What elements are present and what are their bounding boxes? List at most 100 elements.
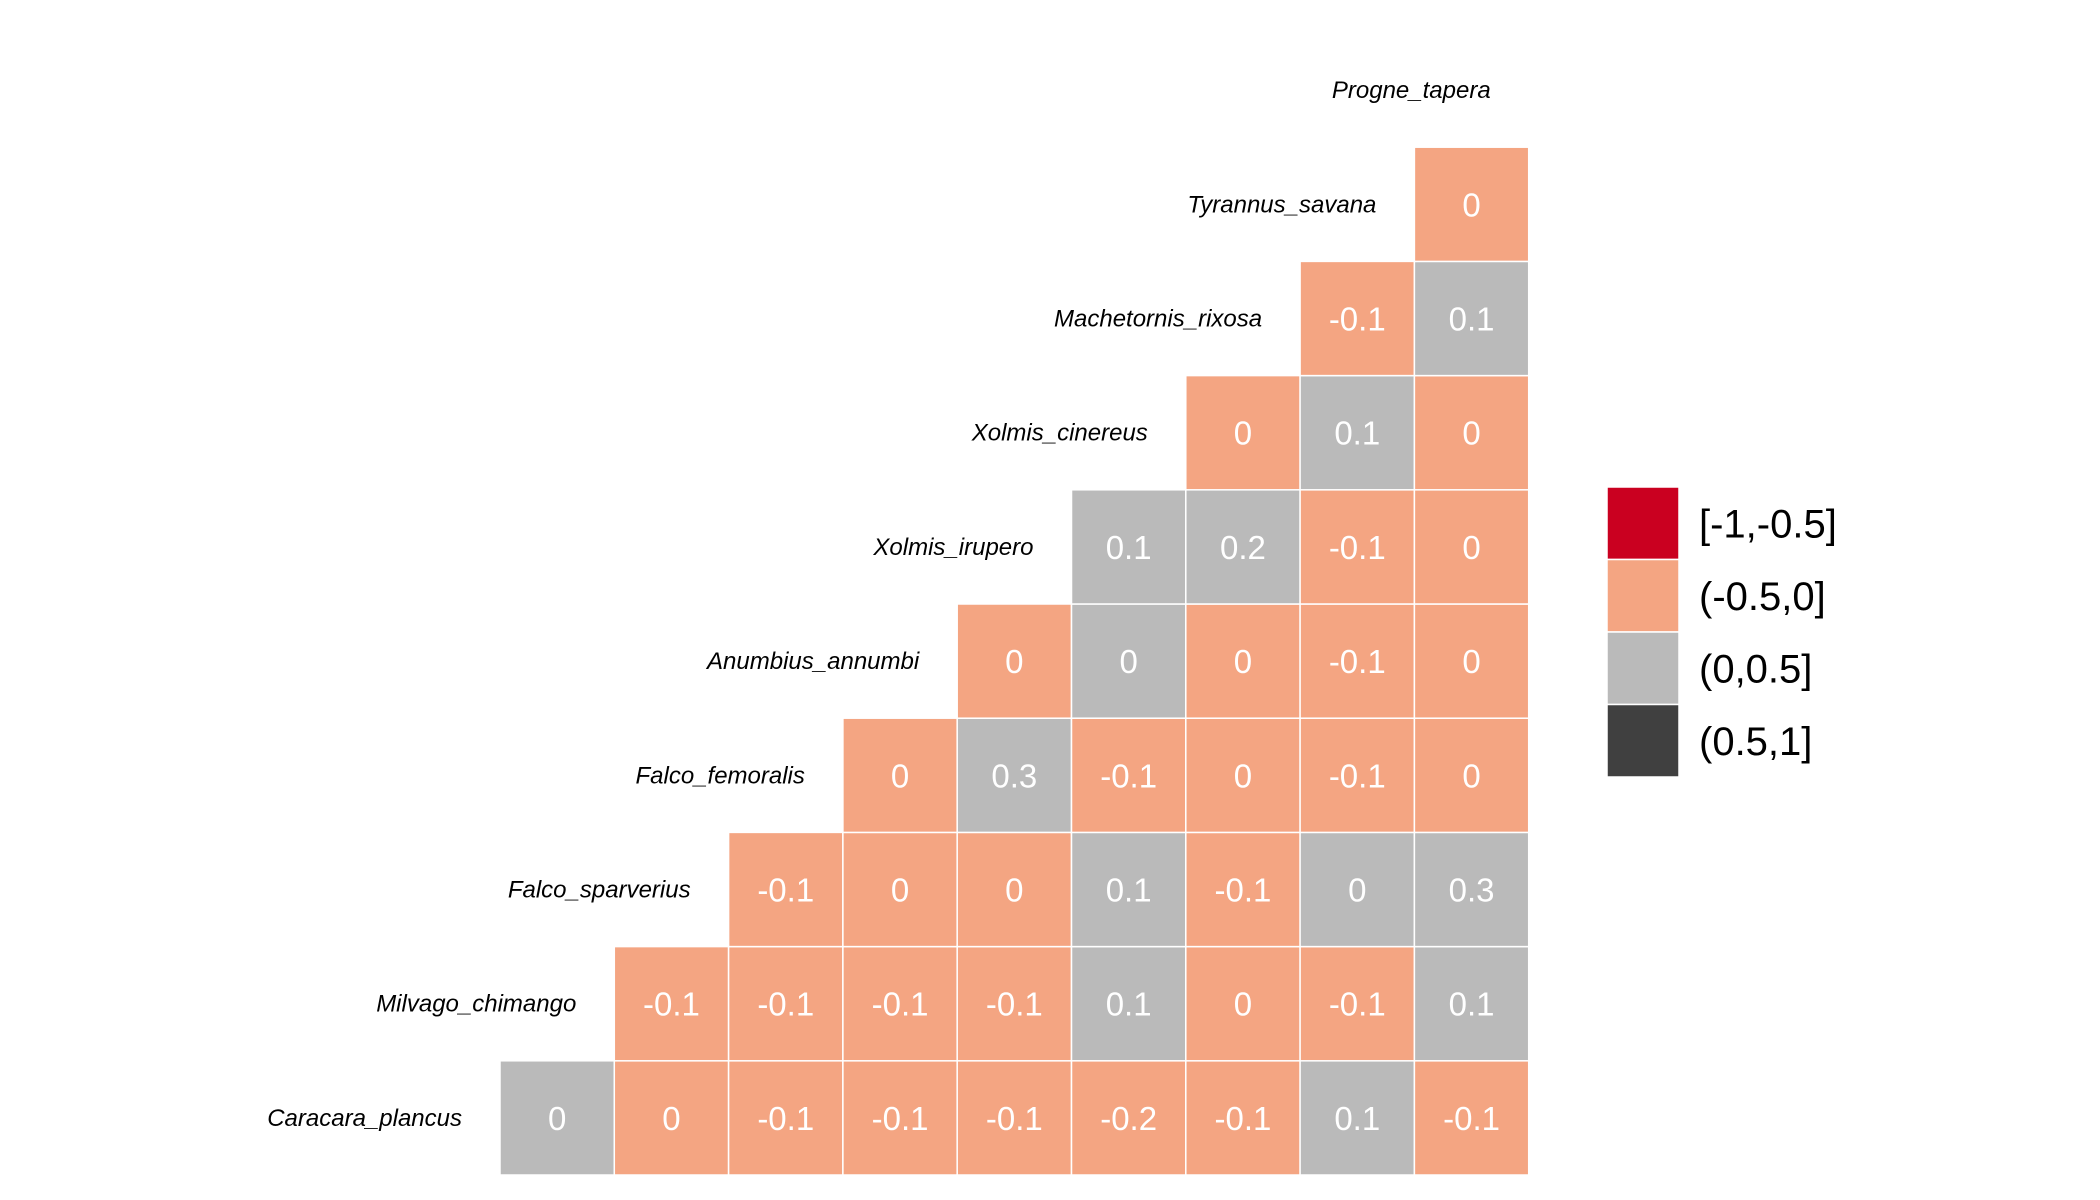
legend-swatch xyxy=(1606,631,1680,706)
cell-value: -0.1 xyxy=(1329,986,1386,1023)
cell-value: 0 xyxy=(891,872,909,909)
cell-value: -0.1 xyxy=(757,872,814,909)
heatmap-cell xyxy=(1299,489,1416,605)
cell-value: 0 xyxy=(1234,757,1252,794)
cell-value: 0.1 xyxy=(1449,301,1495,338)
cell-value: -0.1 xyxy=(1215,1100,1272,1137)
cell-value: -0.1 xyxy=(757,986,814,1023)
heatmap-cell xyxy=(1413,717,1530,834)
cell-value: 0 xyxy=(1462,643,1480,680)
heatmap-cell xyxy=(1299,603,1416,719)
cell-value: -0.1 xyxy=(757,1100,814,1137)
legend-swatch xyxy=(1606,486,1680,561)
cell-value: 0 xyxy=(662,1100,680,1137)
cell-value: 0 xyxy=(1462,757,1480,794)
species-labels: Caracara_plancus Milvago_chimango Falco_sp… xyxy=(267,77,1490,1132)
cell-value: -0.1 xyxy=(986,986,1043,1023)
cell-value: 0 xyxy=(1234,415,1252,452)
species-label: Xolmis_cinereus xyxy=(971,420,1148,447)
heatmap-cell xyxy=(1299,945,1416,1062)
species-label: Anumbius_annumbi xyxy=(705,648,920,675)
legend: [-1,-0.5] (-0.5,0] (0,0.5] (0.5,1] xyxy=(1606,486,1837,778)
cell-value: 0 xyxy=(891,757,909,794)
heatmap-cell xyxy=(1299,1060,1416,1176)
cell-value: -0.1 xyxy=(1329,757,1386,794)
heatmap-cell xyxy=(1185,717,1301,834)
cell-value: 0.3 xyxy=(1449,872,1495,909)
species-label: Falco_femoralis xyxy=(635,762,804,789)
cell-value: 0.1 xyxy=(1334,415,1380,452)
cell-value: 0 xyxy=(1462,529,1480,566)
cell-value: 0 xyxy=(1119,643,1137,680)
cell-value: -0.1 xyxy=(986,1100,1043,1137)
cell-value: 0 xyxy=(1234,643,1252,680)
heatmap-cell xyxy=(1299,717,1416,834)
species-label: Tyrannus_savana xyxy=(1187,191,1376,218)
cell-value: 0.1 xyxy=(1106,529,1152,566)
cell-value: -0.1 xyxy=(872,986,929,1023)
heatmap-cell xyxy=(956,831,1073,948)
legend-swatch xyxy=(1606,558,1680,633)
cell-value: -0.1 xyxy=(643,986,700,1023)
species-label: Machetornis_rixosa xyxy=(1054,306,1262,333)
legend-swatch xyxy=(1606,703,1680,778)
heatmap-cell xyxy=(1299,260,1416,377)
legend-label: (0,0.5] xyxy=(1699,647,1812,691)
species-label: Milvago_chimango xyxy=(376,991,576,1018)
cell-value: -0.1 xyxy=(1100,757,1157,794)
cell-value: 0.1 xyxy=(1106,872,1152,909)
cell-value: 0 xyxy=(1348,872,1366,909)
cell-value: 0.1 xyxy=(1449,986,1495,1023)
heatmap-cell xyxy=(613,1060,730,1176)
heatmap-cell xyxy=(1413,146,1530,263)
heatmap-cell xyxy=(1185,489,1301,605)
heatmap-cell xyxy=(1070,1060,1187,1176)
heatmap-cell xyxy=(1413,374,1530,491)
heatmap-cells: 0 0 -0.1 -0.1 -0.1 -0.2 -0.1 0.1 -0.1 -0.1 -0.1 -0.… xyxy=(499,146,1530,1176)
heatmap-cell xyxy=(1185,374,1301,491)
species-label: Caracara_plancus xyxy=(267,1105,462,1132)
heatmap-cell xyxy=(1413,1060,1530,1176)
cell-value: 0 xyxy=(548,1100,566,1137)
cell-value: 0 xyxy=(1234,986,1252,1023)
cell-value: -0.1 xyxy=(1329,301,1386,338)
heatmap-cell xyxy=(842,831,958,948)
heatmap-cell xyxy=(1299,374,1416,491)
legend-label: (-0.5,0] xyxy=(1699,575,1826,619)
heatmap-cell xyxy=(727,831,844,948)
heatmap-cell xyxy=(1413,945,1530,1062)
heatmap-cell xyxy=(842,945,958,1062)
legend-label: (0.5,1] xyxy=(1699,720,1812,764)
cell-value: 0 xyxy=(1462,186,1480,223)
heatmap-cell xyxy=(842,717,958,834)
heatmap-cell xyxy=(1070,831,1187,948)
cell-value: 0.1 xyxy=(1334,1100,1380,1137)
cell-value: 0.1 xyxy=(1106,986,1152,1023)
cell-value: -0.1 xyxy=(1329,529,1386,566)
heatmap-cell xyxy=(1070,717,1187,834)
cell-value: -0.2 xyxy=(1100,1100,1157,1137)
cell-value: 0.3 xyxy=(991,757,1037,794)
cell-value: 0 xyxy=(1462,415,1480,452)
heatmap-cell xyxy=(842,1060,958,1176)
cell-value: 0 xyxy=(1005,643,1023,680)
heatmap-cell xyxy=(956,1060,1073,1176)
heatmap-cell xyxy=(1413,603,1530,719)
legend-label: [-1,-0.5] xyxy=(1699,502,1837,546)
heatmap-cell xyxy=(1070,489,1187,605)
cell-value: -0.1 xyxy=(1329,643,1386,680)
cell-value: -0.1 xyxy=(872,1100,929,1137)
species-label: Xolmis_irupero xyxy=(872,534,1033,561)
cell-value: 0.2 xyxy=(1220,529,1266,566)
heatmap-cell xyxy=(1413,260,1530,377)
heatmap-cell xyxy=(1185,1060,1301,1176)
cell-value: -0.1 xyxy=(1443,1100,1500,1137)
species-label: Falco_sparverius xyxy=(508,877,691,904)
cell-value: 0 xyxy=(1005,872,1023,909)
heatmap-cell xyxy=(1299,831,1416,948)
cell-value: -0.1 xyxy=(1215,872,1272,909)
heatmap-cell xyxy=(613,945,730,1062)
heatmap-cell xyxy=(1413,831,1530,948)
heatmap-cell xyxy=(499,1060,616,1176)
